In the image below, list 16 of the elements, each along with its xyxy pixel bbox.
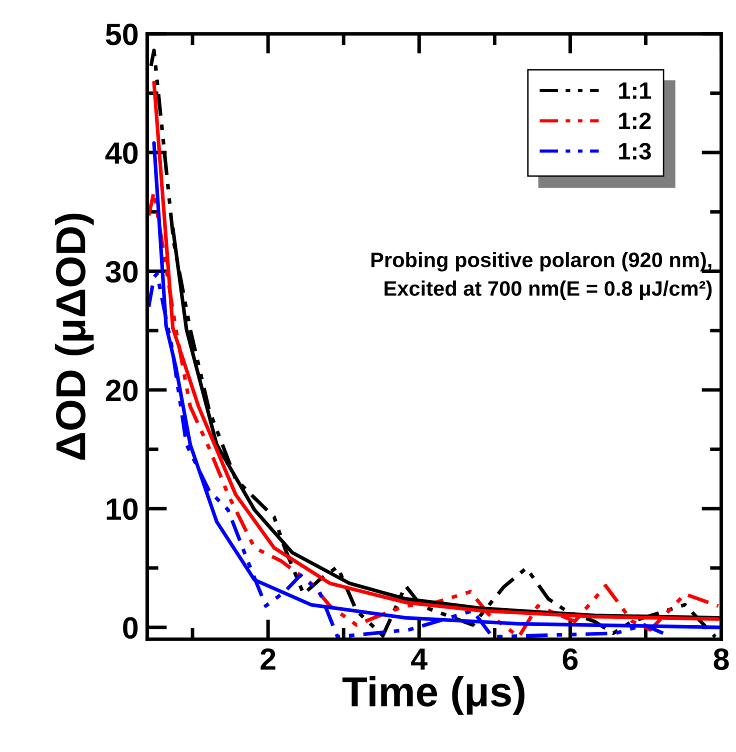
x-tick-label: 2 [260, 648, 276, 670]
legend-label: 1:1 [619, 82, 652, 99]
legend-label: 1:3 [619, 142, 651, 160]
y-tick-label: 0 [123, 617, 138, 639]
y-tick-label: 50 [106, 24, 138, 46]
x-tick-label: 8 [714, 648, 729, 670]
x-tick-label: 4 [411, 648, 428, 670]
y-tick-label: 30 [106, 260, 138, 283]
annotation: Probing positive polaron (920 nm), Excited at 700 nm(E = 0.8 μJ/cm²) [371, 252, 712, 300]
x-tick-label: 6 [562, 648, 578, 670]
y-tick-label: 40 [105, 142, 138, 164]
y-tick-label: 10 [106, 498, 138, 520]
x-axis-title: Time (μs) [342, 676, 524, 715]
y-tick-label: 20 [106, 380, 138, 402]
y-axis-title: ΔOD (μΔOD) [54, 214, 94, 460]
legend-label: 1:2 [619, 112, 651, 130]
